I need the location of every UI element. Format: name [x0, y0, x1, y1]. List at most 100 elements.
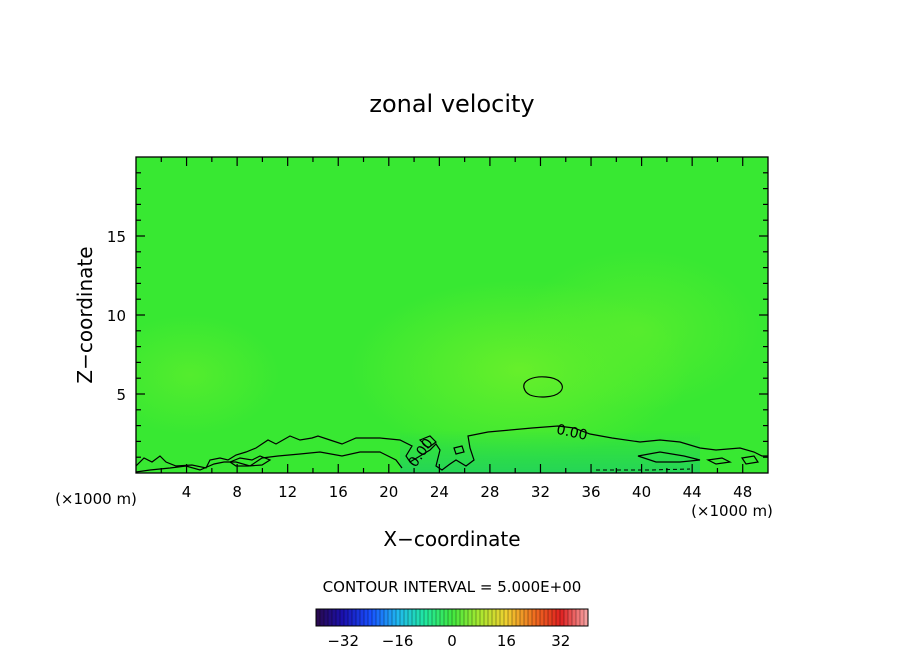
x-tick-label: 40	[632, 483, 651, 501]
colorbar-cell	[344, 609, 349, 626]
colorbar-tick-label: −16	[382, 632, 414, 650]
colorbar-cell	[396, 609, 401, 626]
x-tick-label: 48	[733, 483, 752, 501]
colorbar-cell	[328, 609, 333, 626]
colorbar-cell	[368, 609, 373, 626]
colorbar-cell	[540, 609, 545, 626]
colorbar-cell	[400, 609, 405, 626]
x-tick-label: 16	[329, 483, 348, 501]
colorbar-cell	[452, 609, 457, 626]
colorbar-cell	[564, 609, 569, 626]
colorbar-cell	[512, 609, 517, 626]
colorbar-cells	[315, 609, 589, 626]
colorbar-cell	[500, 609, 505, 626]
y-axis-ticks: 5 10 15	[107, 172, 768, 458]
colorbar-cell	[376, 609, 381, 626]
contour-label-1: 0.00	[555, 422, 589, 444]
colorbar-tick-label: 16	[497, 632, 516, 650]
contour-field	[136, 157, 768, 473]
contour-line-small-6	[740, 455, 760, 465]
colorbar-cell	[496, 609, 501, 626]
colorbar-cell	[584, 609, 589, 626]
x-tick-label: 8	[232, 483, 242, 501]
colorbar-cell	[568, 609, 573, 626]
y-tick-label: 15	[107, 228, 126, 246]
contour-line-zero-main	[136, 425, 768, 471]
colorbar-cell	[488, 609, 493, 626]
contour-line-zero-lower	[136, 451, 403, 473]
colorbar-cell	[332, 609, 337, 626]
colorbar-ticks: −32 −16 0 16 32	[327, 632, 570, 650]
x-tick-label: 28	[480, 483, 499, 501]
colorbar-cell	[532, 609, 537, 626]
x-tick-label: 20	[379, 483, 398, 501]
colorbar-cell	[352, 609, 357, 626]
colorbar-cell	[392, 609, 397, 626]
colorbar-cell	[492, 609, 497, 626]
colorbar-cell	[412, 609, 417, 626]
x-tick-label: 36	[581, 483, 600, 501]
colorbar-cell	[416, 609, 421, 626]
colorbar-cell	[436, 609, 441, 626]
colorbar-cell	[480, 609, 485, 626]
colorbar-cell	[516, 609, 521, 626]
contour-line-max	[523, 376, 563, 398]
colorbar-cell	[544, 609, 549, 626]
colorbar-cell	[372, 609, 377, 626]
colorbar-cell	[580, 609, 585, 626]
colorbar-cell	[572, 609, 577, 626]
colorbar-cell	[444, 609, 449, 626]
colorbar-cell	[536, 609, 541, 626]
colorbar-cell	[440, 609, 445, 626]
colorbar-cell	[560, 609, 565, 626]
colorbar-cell	[320, 609, 325, 626]
colorbar-cell	[472, 609, 477, 626]
x-axis-ticks: 4 8 12 16 20 24 28 32 36 40 44 48	[160, 157, 752, 501]
y-tick-label: 5	[116, 386, 126, 404]
x-tick-label: 12	[278, 483, 297, 501]
x-unit-left: (×1000 m)	[55, 490, 137, 508]
field-highlight-left	[136, 315, 280, 435]
colorbar-cell	[324, 609, 329, 626]
chart-title: zonal velocity	[369, 90, 534, 118]
colorbar-cell	[348, 609, 353, 626]
colorbar-cell	[468, 609, 473, 626]
colorbar-cell	[448, 609, 453, 626]
contour-line-small-1	[228, 455, 272, 467]
colorbar-cell	[464, 609, 469, 626]
colorbar-cell	[524, 609, 529, 626]
colorbar-cell	[388, 609, 393, 626]
contour-line-small-5	[706, 457, 732, 465]
x-tick-label: 24	[430, 483, 449, 501]
contour-line-dashed	[596, 468, 691, 471]
x-tick-label: 32	[531, 483, 550, 501]
colorbar: −32 −16 0 16 32	[315, 608, 589, 650]
colorbar-cell	[316, 609, 321, 626]
contour-line-small-4	[637, 451, 701, 463]
contour-line-small-2	[418, 435, 437, 449]
colorbar-cell	[356, 609, 361, 626]
colorbar-cell	[380, 609, 385, 626]
y-axis-label: Z−coordinate	[73, 246, 97, 383]
colorbar-cell	[552, 609, 557, 626]
colorbar-cell	[556, 609, 561, 626]
contour-interval-text: CONTOUR INTERVAL = 5.000E+00	[323, 578, 582, 596]
colorbar-cell	[504, 609, 509, 626]
field-highlight-right	[520, 250, 760, 410]
contour-line-small-3	[453, 445, 465, 455]
x-axis-label: X−coordinate	[383, 527, 520, 551]
colorbar-cell	[460, 609, 465, 626]
x-unit-right: (×1000 m)	[691, 502, 773, 520]
x-tick-label: 4	[182, 483, 192, 501]
colorbar-cell	[576, 609, 581, 626]
colorbar-cell	[520, 609, 525, 626]
colorbar-cell	[548, 609, 553, 626]
colorbar-cell	[420, 609, 425, 626]
colorbar-cell	[424, 609, 429, 626]
colorbar-cell	[428, 609, 433, 626]
colorbar-cell	[360, 609, 365, 626]
colorbar-cell	[364, 609, 369, 626]
y-tick-label: 10	[107, 307, 126, 325]
colorbar-cell	[384, 609, 389, 626]
colorbar-cell	[340, 609, 345, 626]
